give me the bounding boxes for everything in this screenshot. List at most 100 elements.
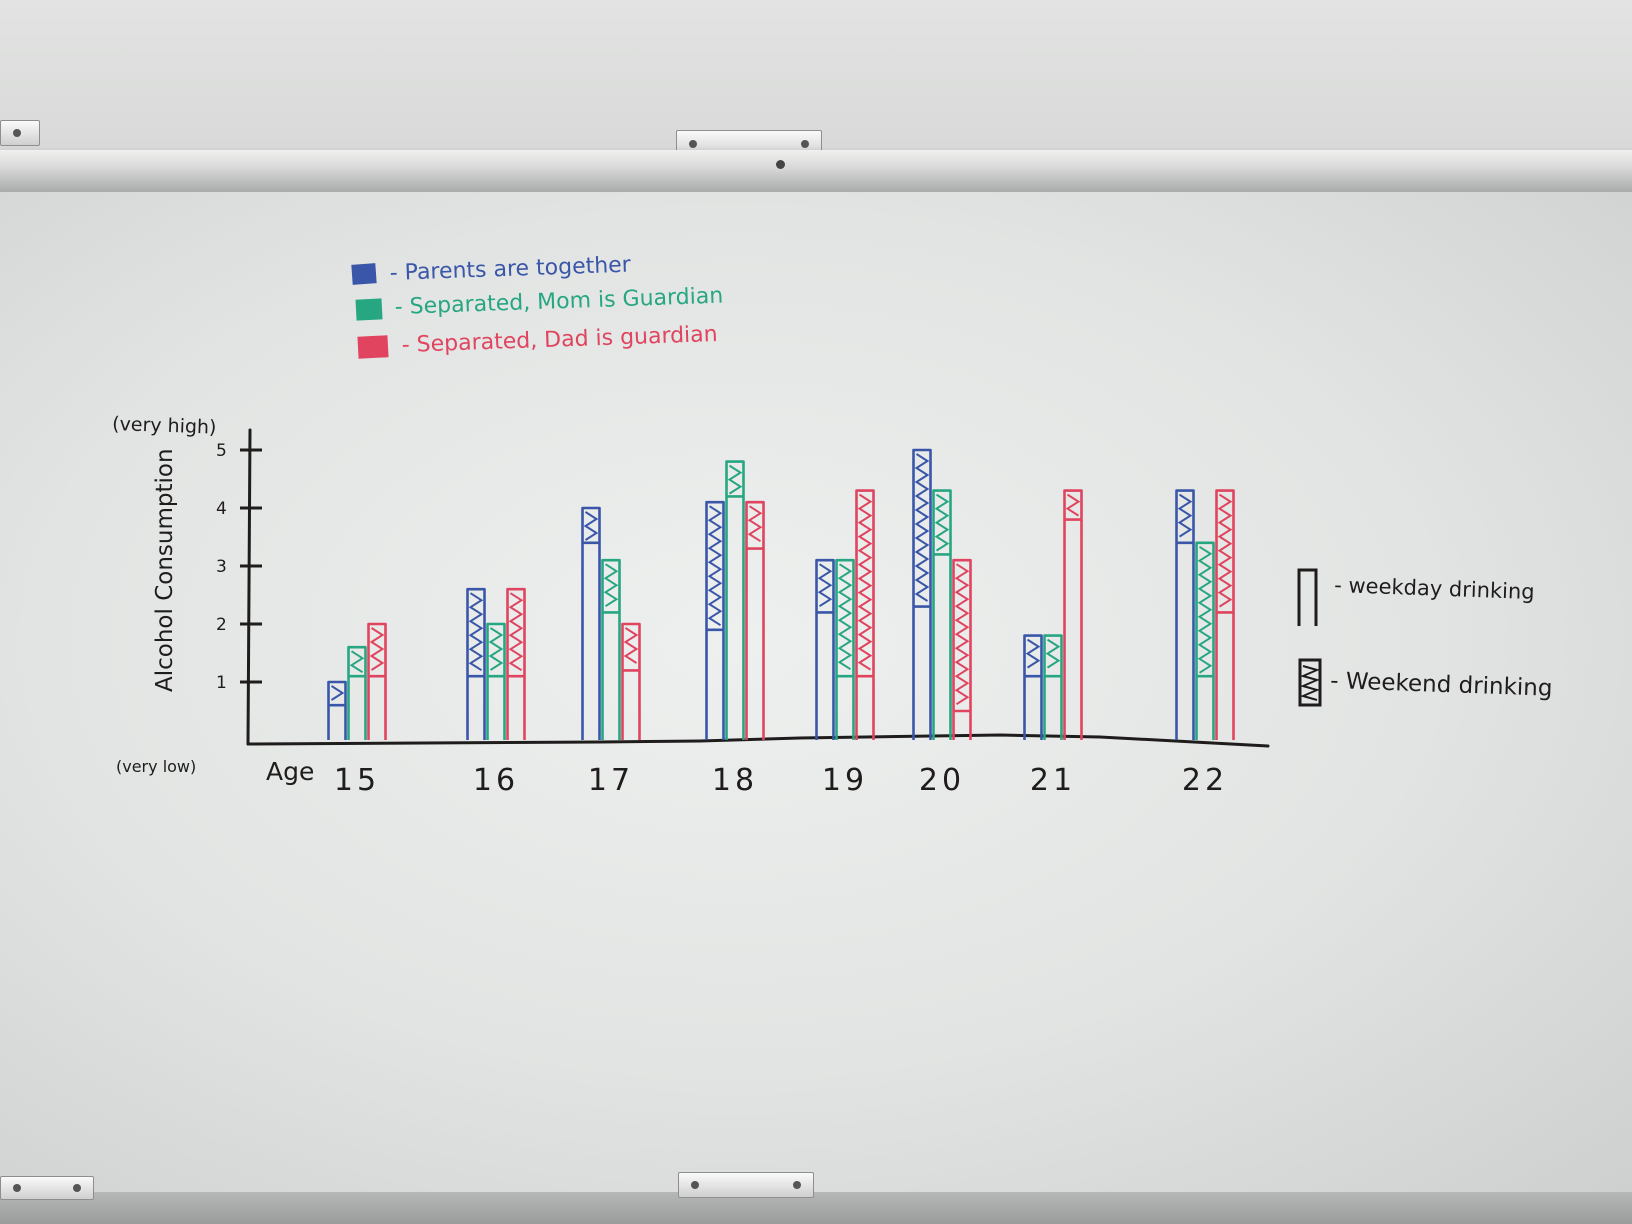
bar-outline [745, 500, 765, 740]
y-bottom-label: (very low) [116, 757, 196, 776]
bar-weekend-zigzag [623, 627, 639, 664]
bar-outline [835, 558, 855, 740]
legend-weekend-bar-icon [1298, 658, 1322, 707]
bar-outline [347, 645, 367, 740]
bar-weekend-zigzag [817, 563, 833, 608]
bar-outline [952, 558, 972, 740]
bar-weekend-zigzag [349, 650, 365, 674]
y-tick-label: 3 [216, 557, 227, 577]
x-tick-label: 18 [712, 763, 758, 798]
bar-outline [506, 587, 526, 740]
bar-weekend-zigzag [508, 592, 524, 672]
tray-screw [776, 160, 785, 169]
x-tick-label: 17 [588, 763, 634, 798]
y-axis-line [246, 428, 252, 746]
bar-weekend-zigzag [468, 592, 484, 672]
bar-outline [621, 622, 641, 740]
bar [367, 622, 387, 740]
bar [621, 622, 641, 740]
x-tick-label: 15 [334, 763, 380, 798]
bar-weekend-zigzag [747, 505, 763, 543]
bar [815, 558, 835, 740]
bar-weekend-zigzag [707, 505, 723, 627]
bar-outline [486, 622, 506, 740]
bar [506, 587, 526, 740]
x-axis-line [246, 733, 1270, 748]
bar-outline [1175, 489, 1195, 740]
x-tick-label: 20 [919, 763, 965, 798]
mounting-clip-bottom-center [678, 1172, 814, 1198]
bar-weekend-zigzag [583, 511, 599, 541]
bar-weekend-zigzag [934, 493, 950, 552]
bar-weekend-zigzag [954, 563, 970, 706]
bar [347, 645, 367, 740]
bar [1195, 541, 1215, 740]
bar [581, 506, 601, 740]
bar-outline [912, 448, 932, 740]
y-top-label: (very high) [112, 413, 217, 439]
bar [1215, 489, 1235, 740]
bar-weekend-zigzag [727, 464, 743, 495]
bar-weekend-zigzag [1177, 493, 1193, 538]
bar-outline [581, 506, 601, 740]
bar [855, 489, 875, 740]
y-tick-label: 5 [216, 441, 227, 461]
bar-outline [367, 622, 387, 740]
bar [705, 500, 725, 740]
y-ticks: 1 2 3 4 5 [216, 441, 262, 693]
legend-weekend-label: - Weekend drinking [1330, 668, 1553, 702]
legend-swatch-mom-guardian [355, 298, 383, 321]
mounting-clip-left [0, 120, 40, 146]
legend-swatch-dad-guardian [357, 335, 389, 359]
x-axis-title: Age [266, 757, 314, 786]
y-tick-label: 2 [216, 615, 227, 635]
bar-weekend-zigzag [1197, 545, 1213, 674]
legend-weekday-label: - weekday drinking [1334, 573, 1535, 604]
bars [327, 448, 1235, 740]
bar [932, 489, 952, 740]
bar-weekend-zigzag [1025, 638, 1041, 669]
bar-weekend-zigzag [857, 493, 873, 671]
legend-weekday-bar-icon [1297, 568, 1318, 626]
bar-weekend-zigzag [1065, 493, 1081, 517]
bar-weekend-zigzag [1045, 638, 1061, 669]
bar-outline [327, 680, 347, 740]
bar-outline [1195, 541, 1215, 740]
marker-tray [0, 150, 1632, 192]
bar-weekend-zigzag [1217, 493, 1233, 608]
bar [1023, 634, 1043, 740]
bar-outline [725, 460, 745, 740]
bar-weekend-zigzag [914, 453, 930, 602]
bar-weekend-zigzag [369, 627, 385, 671]
bar [1175, 489, 1195, 740]
y-axis-labels: (very high) (very low) Alcohol Consumpti… [112, 413, 315, 786]
bar [745, 500, 765, 740]
legend-label-dad-guardian: - Separated, Dad is guardian [401, 322, 718, 358]
bar-outline [815, 558, 835, 740]
bar [725, 460, 745, 740]
bar [952, 558, 972, 740]
bar-weekend-zigzag [837, 563, 853, 671]
bottom-rail [0, 1192, 1632, 1224]
bar-outline [932, 489, 952, 740]
bar [912, 448, 932, 740]
bar-outline [1063, 489, 1083, 740]
x-tick-label: 21 [1030, 763, 1076, 798]
whiteboard-upper-panel [0, 0, 1632, 150]
mounting-clip-bottom-left [0, 1176, 94, 1200]
bar-outline [1043, 634, 1063, 740]
x-tick-labels: 15 16 17 18 19 20 21 22 [334, 763, 1224, 798]
legend-swatch-parents-together [351, 263, 377, 285]
bar [1063, 489, 1083, 740]
bar-outline [601, 558, 621, 740]
legend-label-mom-guardian: - Separated, Mom is Guardian [394, 284, 723, 320]
color-legend: - Parents are together - Separated, Mom … [351, 253, 724, 359]
legend-label-parents-together: - Parents are together [389, 253, 632, 286]
bar-outline [855, 489, 875, 740]
y-tick-label: 4 [216, 499, 227, 519]
bar [1043, 634, 1063, 740]
bar [835, 558, 855, 740]
bar-outline [1023, 634, 1043, 740]
bar-outline [466, 587, 486, 740]
